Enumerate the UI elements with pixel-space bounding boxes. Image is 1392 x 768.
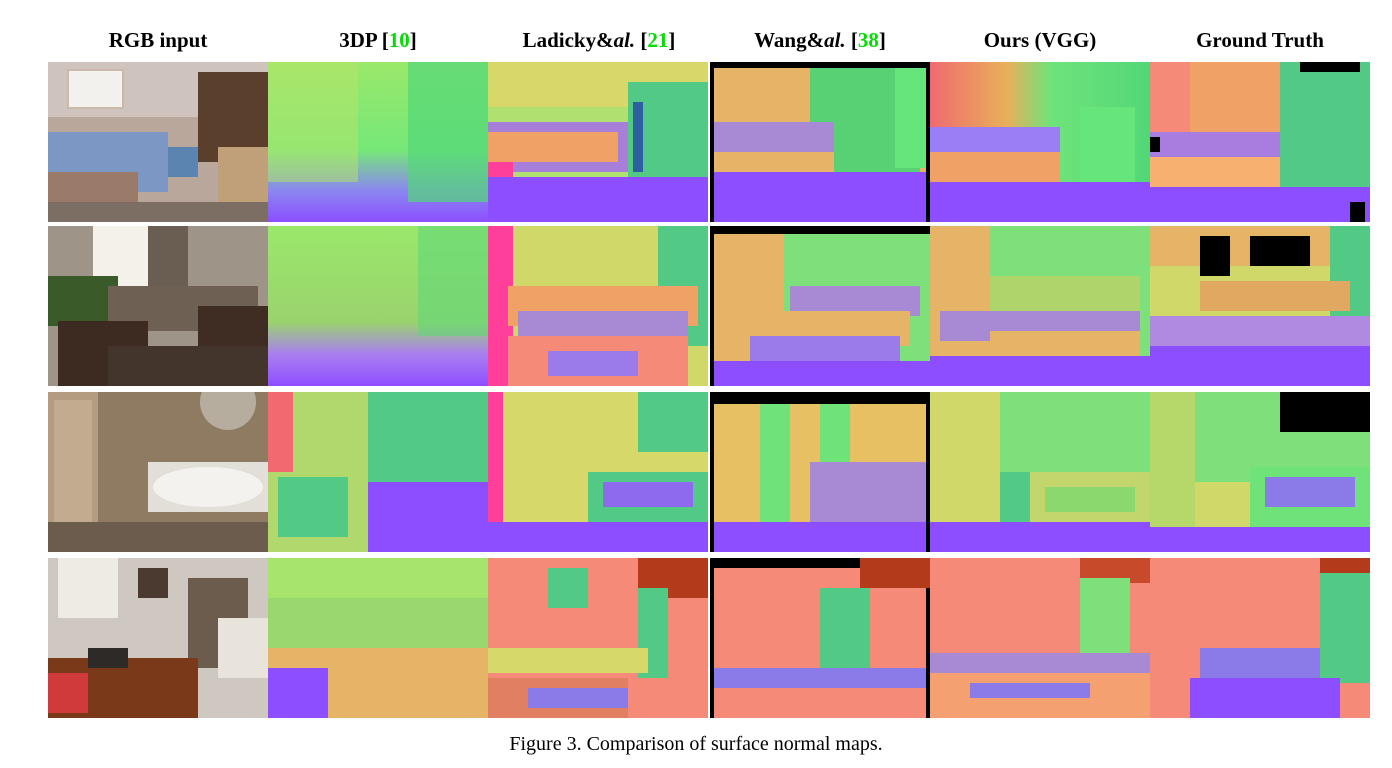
rgb-bedroom-image: [48, 62, 268, 222]
column-title-3dp: 3DP [10]: [268, 26, 488, 54]
column-title-ours: Ours (VGG): [930, 26, 1150, 54]
column-title-italic: al.: [614, 28, 636, 52]
normal-map-wang-living-room: [710, 226, 930, 386]
normal-map-ours-bedroom: [930, 62, 1150, 222]
column-title-text: Ladicky&: [523, 28, 614, 52]
normal-map-wang-office: [710, 558, 930, 718]
citation-link[interactable]: 10: [389, 28, 410, 52]
column-title-text: Ours (VGG): [984, 28, 1097, 52]
column-title-text: Ground Truth: [1196, 28, 1324, 52]
normal-map-ground-truth-living-room: [1150, 226, 1370, 386]
normal-map-ours-living-room: [930, 226, 1150, 386]
rgb-office-image: [48, 558, 268, 718]
normal-map-3dp-living-room: [268, 226, 488, 386]
normal-map-3dp-office: [268, 558, 488, 718]
normal-map-ladicky-bathroom: [488, 392, 708, 552]
normal-map-3dp-bedroom: [268, 62, 488, 222]
rgb-living-room-image: [48, 226, 268, 386]
normal-map-ground-truth-bathroom: [1150, 392, 1370, 552]
column-title-italic: al.: [824, 28, 846, 52]
normal-map-3dp-bathroom: [268, 392, 488, 552]
normal-map-ours-bathroom: [930, 392, 1150, 552]
column-title-text: Wang&: [754, 28, 824, 52]
column-title-text: 3DP: [339, 28, 376, 52]
rgb-bathroom-image: [48, 392, 268, 552]
normal-map-ladicky-living-room: [488, 226, 708, 386]
column-title-rgb-input: RGB input: [48, 26, 268, 54]
column-title-ground-truth: Ground Truth: [1150, 26, 1370, 54]
normal-map-ground-truth-office: [1150, 558, 1370, 718]
normal-map-ground-truth-bedroom: [1150, 62, 1370, 222]
column-title-wang: Wang&al. [38]: [710, 26, 930, 54]
normal-map-wang-bedroom: [710, 62, 930, 222]
column-title-ladicky: Ladicky&al. [21]: [488, 26, 710, 54]
normal-map-ladicky-bedroom: [488, 62, 708, 222]
normal-map-wang-bathroom: [710, 392, 930, 552]
normal-map-ladicky-office: [488, 558, 708, 718]
figure-caption: Figure 3. Comparison of surface normal m…: [0, 733, 1392, 756]
citation-link[interactable]: 21: [647, 28, 668, 52]
column-header-row: RGB input 3DP [10] Ladicky&al. [21] Wang…: [0, 26, 1392, 54]
normal-map-ours-office: [930, 558, 1150, 718]
citation-link[interactable]: 38: [858, 28, 879, 52]
column-title-text: RGB input: [109, 28, 208, 52]
